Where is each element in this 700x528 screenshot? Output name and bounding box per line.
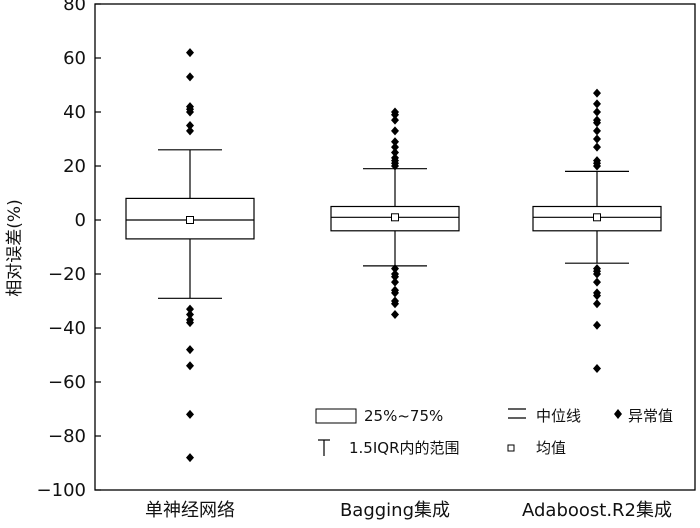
- outlier-point: [593, 142, 601, 152]
- y-axis-ticks: 80 60 40 20 0 −20 −40 −60 −80 −100: [37, 0, 101, 501]
- box-group: [125, 48, 255, 463]
- boxes: [125, 48, 662, 463]
- outlier-point: [391, 310, 399, 319]
- outlier-point: [593, 364, 601, 373]
- outlier-point: [186, 126, 194, 136]
- outlier-point: [593, 299, 601, 309]
- outlier-point: [593, 291, 601, 301]
- outlier-point: [186, 318, 194, 328]
- outlier-point: [186, 121, 194, 130]
- outlier-point: [186, 453, 194, 463]
- outlier-point: [593, 88, 601, 98]
- legend-box-label: 25%~75%: [364, 407, 443, 425]
- y-tick-label: 40: [63, 102, 86, 123]
- x-category-label: Bagging集成: [340, 500, 450, 521]
- outlier-point: [186, 310, 194, 319]
- outlier-point: [186, 72, 194, 82]
- mean-marker: [186, 216, 194, 224]
- y-tick-label: −80: [48, 426, 86, 447]
- outlier-point: [593, 134, 601, 144]
- outlier-point: [593, 107, 601, 117]
- mean-marker: [593, 213, 601, 222]
- legend-mean-label: 均值: [536, 439, 566, 457]
- outlier-point: [593, 320, 601, 330]
- outlier-point: [391, 148, 399, 157]
- legend-mean-icon: [507, 444, 515, 452]
- box-group: [532, 88, 662, 373]
- outlier-point: [186, 304, 194, 314]
- outlier-point: [186, 345, 194, 355]
- outlier-point: [391, 264, 399, 274]
- box-group: [330, 107, 460, 319]
- legend-outlier-icon: [614, 409, 622, 419]
- legend-median-label: 中位线: [536, 407, 581, 425]
- outlier-point: [391, 126, 399, 136]
- y-axis-label-text: 相对误差(%): [5, 199, 25, 296]
- outlier-point: [391, 142, 399, 152]
- outlier-point: [391, 272, 399, 282]
- outlier-point: [593, 277, 601, 287]
- outlier-point: [186, 48, 194, 58]
- legend-box-icon: [315, 408, 357, 424]
- outlier-point: [391, 110, 399, 120]
- y-tick-label: 60: [63, 48, 86, 69]
- outlier-point: [391, 161, 399, 171]
- outlier-point: [593, 126, 601, 136]
- y-tick-label: 0: [75, 210, 86, 231]
- x-category-label: 单神经网络: [145, 500, 235, 521]
- y-tick-label: −60: [48, 372, 86, 393]
- outlier-point: [186, 361, 194, 371]
- legend-whisker-label: 1.5IQR内的范围: [349, 439, 460, 457]
- legend-outlier-label: 异常值: [628, 407, 673, 425]
- outlier-point: [391, 277, 399, 287]
- outlier-point: [391, 288, 399, 298]
- outlier-point: [391, 299, 399, 309]
- outlier-point: [391, 137, 399, 147]
- outlier-point: [186, 107, 194, 117]
- y-tick-label: 80: [63, 0, 86, 15]
- mean-marker: [391, 213, 399, 222]
- y-tick-label: −40: [48, 318, 86, 339]
- y-tick-label: −20: [48, 264, 86, 285]
- x-category-label: Adaboost.R2集成: [522, 500, 672, 521]
- y-tick-label: −100: [37, 480, 86, 501]
- outlier-point: [186, 409, 194, 419]
- outlier-point: [593, 269, 601, 279]
- outlier-point: [593, 118, 601, 128]
- outlier-point: [391, 115, 399, 125]
- outlier-point: [593, 161, 601, 171]
- y-tick-label: 20: [63, 156, 86, 177]
- legend: 25%~75% 中位线 异常值 1.5IQR内的范围 均值: [315, 407, 673, 457]
- outlier-point: [593, 99, 601, 109]
- x-axis-labels: 单神经网络 Bagging集成 Adaboost.R2集成: [145, 500, 672, 521]
- y-axis-label: 相对误差(%): [5, 199, 25, 296]
- plot-area: [94, 3, 696, 491]
